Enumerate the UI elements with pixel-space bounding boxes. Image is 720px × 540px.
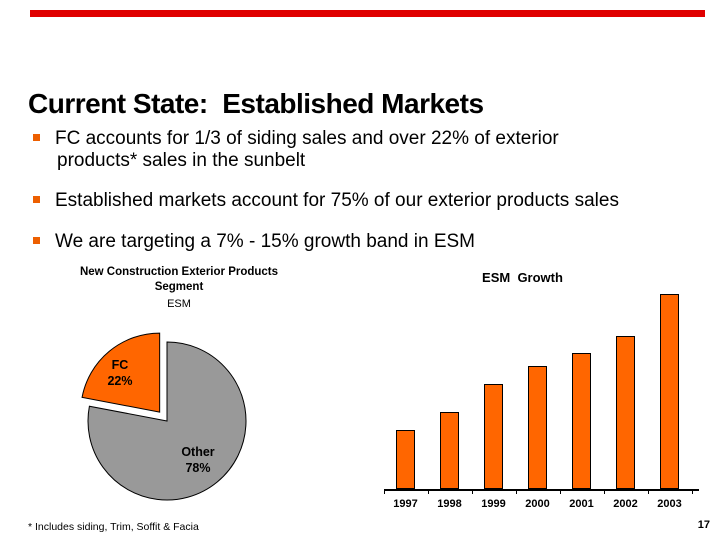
pie-label-fc: FC xyxy=(112,358,129,372)
bullet-square-icon xyxy=(33,237,40,244)
x-axis-tick xyxy=(428,490,429,494)
pie-label-fc-pct: 22% xyxy=(107,374,132,388)
bar-1998 xyxy=(440,412,459,489)
x-axis-tick xyxy=(648,490,649,494)
x-tick-label-2003: 2003 xyxy=(657,498,682,510)
pie-chart-title: New Construction Exterior Products Segme… xyxy=(59,265,299,312)
x-axis-line xyxy=(384,489,699,491)
x-axis-tick xyxy=(604,490,605,494)
pie-title-line-1: New Construction Exterior Products xyxy=(79,266,279,278)
x-tick-label-1997: 1997 xyxy=(393,498,418,510)
bullet-item-2: Established markets account for 75% of o… xyxy=(33,190,713,212)
footnote: * Includes siding, Trim, Soffit & Facia xyxy=(28,521,199,533)
pie-label-other-pct: 78% xyxy=(185,461,210,475)
bullet-square-icon xyxy=(33,196,40,203)
pie-slice-fc xyxy=(81,332,161,413)
bar-2003 xyxy=(660,294,679,489)
x-tick-label-1998: 1998 xyxy=(437,498,462,510)
x-tick-label-2002: 2002 xyxy=(613,498,638,510)
x-axis-tick xyxy=(516,490,517,494)
bar-2000 xyxy=(528,366,547,489)
top-accent-bar xyxy=(30,10,705,17)
pie-title-line-2: Segment xyxy=(154,281,204,293)
bullet-3-line-1: We are targeting a 7% - 15% growth band … xyxy=(55,231,475,252)
bar-2001 xyxy=(572,353,591,489)
bullet-1-line-1: FC accounts for 1/3 of siding sales and … xyxy=(55,128,559,149)
pie-chart: FC 22% Other 78% xyxy=(81,332,247,501)
bar-1997 xyxy=(396,430,415,489)
x-axis-tick xyxy=(692,490,693,494)
pie-slices xyxy=(81,332,247,501)
pie-label-other: Other xyxy=(181,445,214,459)
page-number: 17 xyxy=(697,519,710,531)
x-axis-tick xyxy=(384,490,385,494)
bullet-square-icon xyxy=(33,134,40,141)
bar-1999 xyxy=(484,384,503,489)
x-axis-tick xyxy=(560,490,561,494)
x-axis-tick xyxy=(472,490,473,494)
bullet-item-3: We are targeting a 7% - 15% growth band … xyxy=(33,231,693,253)
slide-title: Current State: Established Markets xyxy=(28,88,484,119)
bullet-2-line-1: Established markets account for 75% of o… xyxy=(55,190,619,211)
bar-2002 xyxy=(616,336,635,489)
bar-chart: 1997 1998 1999 2000 2001 2002 2003 xyxy=(380,285,715,520)
pie-title-line-3: ESM xyxy=(167,298,191,310)
bullet-1-line-2: products* sales in the sunbelt xyxy=(57,150,306,171)
x-tick-label-2001: 2001 xyxy=(569,498,594,510)
x-tick-label-1999: 1999 xyxy=(481,498,506,510)
x-tick-label-2000: 2000 xyxy=(525,498,550,510)
bullet-item-1: FC accounts for 1/3 of siding sales and … xyxy=(33,128,693,172)
bar-chart-title: ESM Growth xyxy=(482,270,563,285)
pie-slice-other xyxy=(87,341,247,501)
